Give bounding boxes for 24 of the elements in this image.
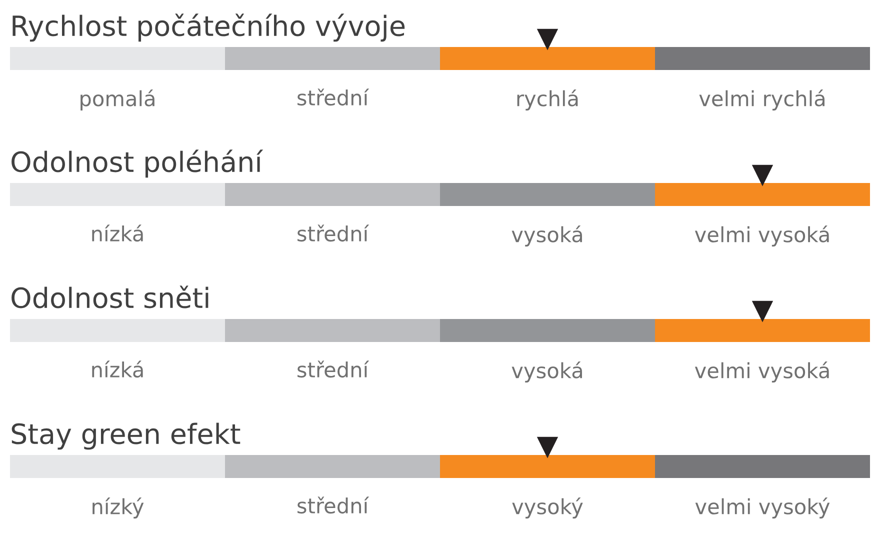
x-tick-label: velmi vysoká	[694, 225, 829, 246]
x-tick-label: nízká	[92, 224, 143, 242]
x-tick-label: střední	[298, 496, 370, 514]
annotation: ▼	[752, 164, 774, 186]
annotation: ▼	[536, 436, 558, 458]
x-tick-label: velmi vysoký	[695, 497, 830, 518]
x-tick-label: střední	[298, 224, 370, 242]
x-tick-label: velmi vysoká	[694, 361, 829, 382]
x-tick-label: rychlá	[517, 89, 578, 110]
annotation: ▼	[536, 28, 558, 50]
x-tick-label: velmi rychlá	[699, 89, 824, 110]
x-tick-label: střední	[298, 360, 370, 378]
x-tick-label: vysoká	[512, 225, 582, 246]
x-tick-label: nízký	[92, 497, 144, 518]
chart-title: Odolnost sněti	[12, 286, 208, 308]
x-tick-label: vysoká	[512, 361, 582, 382]
x-tick-label: vysoký	[512, 497, 583, 518]
annotation: ▼	[752, 300, 774, 322]
chart-title: Rychlost počátečního vývoje	[12, 14, 405, 42]
x-tick-label: střední	[298, 88, 370, 106]
chart-title: Stay green efekt	[12, 422, 240, 450]
x-tick-label: nízká	[92, 360, 143, 378]
chart-title: Odolnost poléhání	[12, 150, 264, 178]
x-tick-label: pomalá	[80, 89, 154, 110]
